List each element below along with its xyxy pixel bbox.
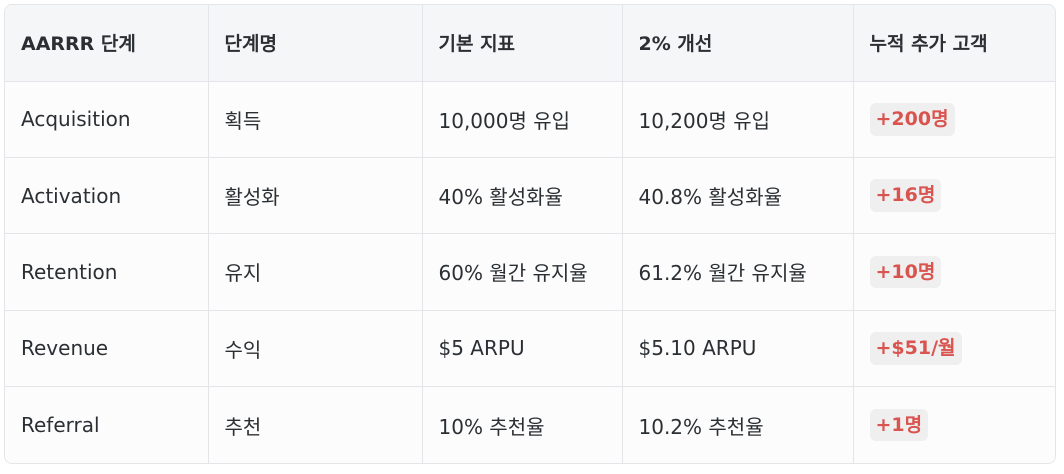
table-row: Revenue 수익 $5 ARPU $5.10 ARPU +$51/월 xyxy=(5,310,1055,388)
cell-base-metric: $5 ARPU xyxy=(422,310,623,388)
cumulative-badge: +10명 xyxy=(869,255,942,289)
cell-stage-name: 유지 xyxy=(208,233,423,311)
header-base-metric: 기본 지표 xyxy=(422,5,623,82)
cell-stage-name: 수익 xyxy=(208,310,423,388)
cumulative-badge: +1명 xyxy=(869,408,929,442)
cumulative-badge: +$51/월 xyxy=(869,331,962,365)
cell-stage: Acquisition xyxy=(5,81,209,158)
table-row: Referral 추천 10% 추천율 10.2% 추천율 +1명 xyxy=(5,386,1055,463)
cell-cumulative: +200명 xyxy=(853,81,1055,158)
cell-cumulative: +1명 xyxy=(853,387,1055,463)
cell-base-metric: 10% 추천율 xyxy=(422,386,623,463)
header-stage-name: 단계명 xyxy=(208,5,423,82)
aarrr-table: AARRR 단계 단계명 기본 지표 2% 개선 누적 추가 고객 Acquis… xyxy=(5,5,1055,463)
header-improvement: 2% 개선 xyxy=(622,5,854,82)
table-header-row: AARRR 단계 단계명 기본 지표 2% 개선 누적 추가 고객 xyxy=(5,5,1055,82)
cell-stage: Revenue xyxy=(5,310,209,388)
cell-base-metric: 10,000명 유입 xyxy=(422,81,623,158)
table-row: Activation 활성화 40% 활성화율 40.8% 활성화율 +16명 xyxy=(5,157,1055,235)
table-row: Acquisition 획득 10,000명 유입 10,200명 유입 +20… xyxy=(5,81,1055,158)
cell-stage: Activation xyxy=(5,157,209,235)
header-stage: AARRR 단계 xyxy=(5,5,209,82)
cell-base-metric: 60% 월간 유지율 xyxy=(422,233,623,311)
cell-improvement: 61.2% 월간 유지율 xyxy=(622,233,854,311)
cell-stage-name: 활성화 xyxy=(208,157,423,235)
cell-cumulative: +16명 xyxy=(853,157,1055,235)
cumulative-badge: +200명 xyxy=(869,102,955,136)
cell-cumulative: +$51/월 xyxy=(853,310,1055,388)
cell-stage: Retention xyxy=(5,233,209,311)
cell-improvement: 10.2% 추천율 xyxy=(622,386,854,463)
cell-cumulative: +10명 xyxy=(853,233,1055,311)
cell-improvement: 40.8% 활성화율 xyxy=(622,157,854,235)
aarrr-table-container: AARRR 단계 단계명 기본 지표 2% 개선 누적 추가 고객 Acquis… xyxy=(4,4,1056,464)
header-cumulative: 누적 추가 고객 xyxy=(853,5,1055,82)
cell-stage-name: 추천 xyxy=(208,386,423,463)
cell-stage-name: 획득 xyxy=(208,81,423,158)
table-row: Retention 유지 60% 월간 유지율 61.2% 월간 유지율 +10… xyxy=(5,233,1055,311)
cell-stage: Referral xyxy=(5,386,209,463)
cell-base-metric: 40% 활성화율 xyxy=(422,157,623,235)
cell-improvement: 10,200명 유입 xyxy=(622,81,854,158)
cumulative-badge: +16명 xyxy=(869,179,942,213)
cell-improvement: $5.10 ARPU xyxy=(622,310,854,388)
